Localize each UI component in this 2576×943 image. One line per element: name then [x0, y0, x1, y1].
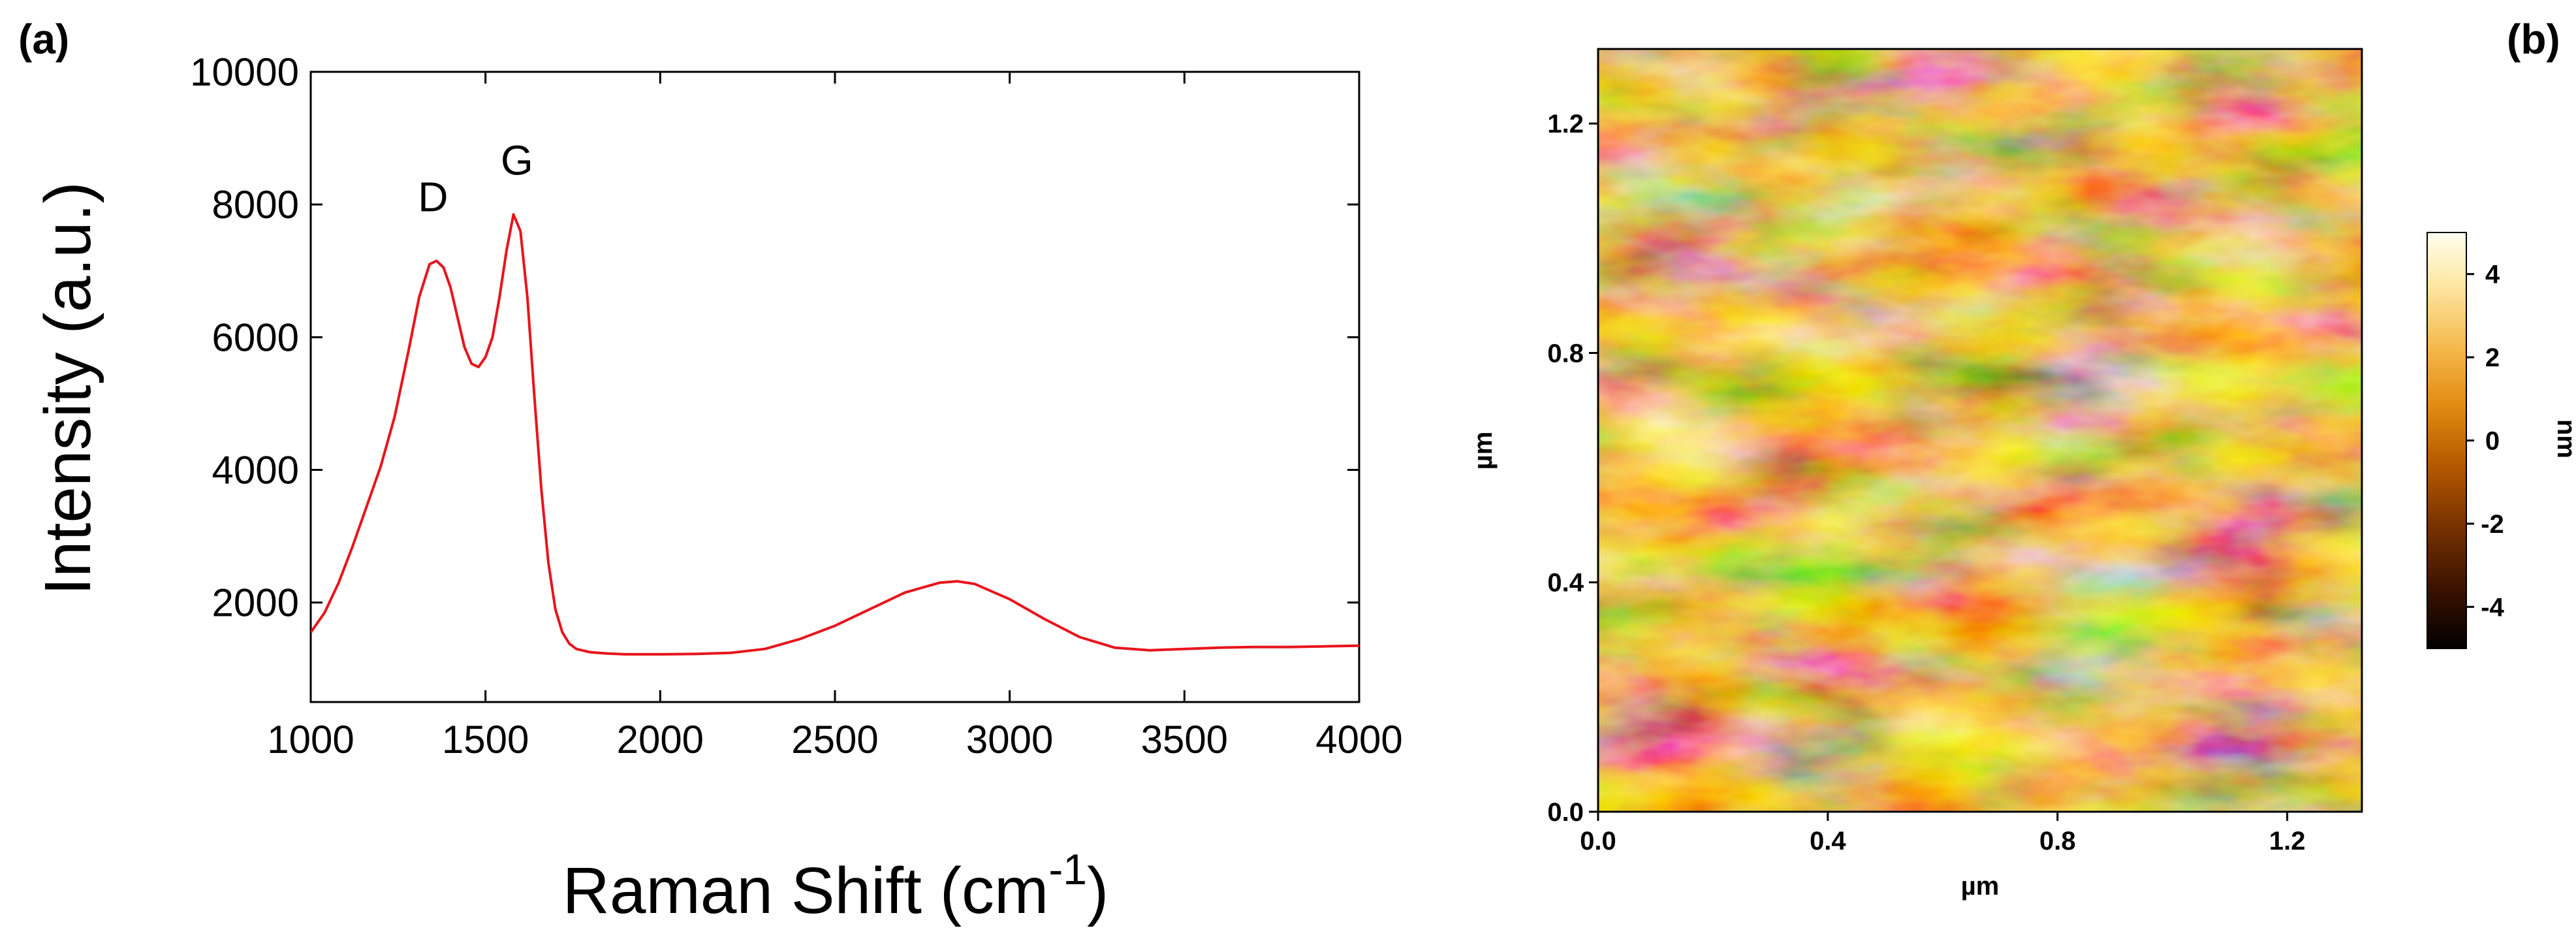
afm-y-tick-label: 0.8	[1547, 339, 1584, 368]
afm-x-tick-label: 0.4	[1810, 827, 1846, 855]
panel-label-a: (a)	[18, 16, 69, 63]
raman-plot-frame	[309, 71, 1360, 703]
afm-y-tick-label: 0.4	[1547, 569, 1584, 598]
afm-panel: (b) 0.0 0.4 0.8 1.2 0.0 0.4 0.8 1.2 µm µm 4 2 0 -2…	[1469, 16, 2576, 901]
afm-height-map	[1598, 49, 2362, 812]
raman-x-tick-label: 2500	[791, 718, 878, 761]
raman-x-tick-label: 1000	[267, 718, 354, 761]
raman-x-label-sup: -1	[1048, 845, 1087, 893]
raman-x-label-close: )	[1087, 854, 1108, 927]
afm-x-axis-label: µm	[1961, 872, 2000, 901]
raman-y-tick-label: 8000	[212, 183, 299, 227]
raman-y-axis-label: Intensity (a.u.)	[31, 182, 104, 596]
afm-map-frame	[1597, 48, 2363, 813]
colorbar-tick-label: 4	[2485, 261, 2500, 289]
colorbar	[2427, 232, 2467, 649]
afm-x-tick-label: 1.2	[2269, 827, 2306, 855]
raman-y-tick-label: 4000	[212, 448, 299, 492]
afm-x-tick-label: 0.8	[2039, 827, 2076, 855]
raman-x-tick-label: 4000	[1315, 718, 1402, 761]
peak-label-g: G	[501, 136, 533, 184]
afm-x-tick-label: 0.0	[1580, 827, 1616, 855]
raman-spectrum-line	[311, 213, 1359, 656]
colorbar-label: nm	[2552, 419, 2576, 458]
panel-label-b: (b)	[2507, 16, 2560, 63]
raman-x-tick-label: 3500	[1141, 718, 1228, 761]
raman-x-label-main: Raman Shift (cm	[563, 854, 1049, 927]
raman-axis-ticks: 1000 1500 2000 2500 3000 3500 4000 2000 4000 6000…	[190, 50, 1403, 761]
raman-x-tick-label: 2000	[617, 718, 704, 761]
raman-x-axis-label: Raman Shift (cm-1)	[563, 845, 1109, 927]
colorbar-ticks: 4 2 0 -2 -4	[2466, 261, 2505, 622]
afm-y-axis-label: µm	[1469, 432, 1498, 470]
afm-y-tick-label: 1.2	[1547, 110, 1584, 138]
afm-axis-ticks: 0.0 0.4 0.8 1.2 0.0 0.4 0.8 1.2	[1547, 110, 2305, 855]
peak-label-d: D	[418, 173, 448, 220]
colorbar-tick-label: 0	[2485, 427, 2500, 456]
raman-y-tick-label: 6000	[212, 315, 299, 359]
raman-y-tick-label: 10000	[190, 50, 299, 94]
colorbar-tick-label: -2	[2481, 510, 2504, 539]
raman-y-tick-label: 2000	[212, 581, 299, 625]
raman-x-tick-label: 1500	[442, 718, 529, 761]
raman-panel: (a) 1000 1500 2000 2500 3000 3500 4000 2000 4000…	[18, 16, 1403, 927]
colorbar-tick-label: 2	[2485, 344, 2500, 372]
afm-y-tick-label: 0.0	[1547, 798, 1584, 827]
raman-x-tick-label: 3000	[966, 718, 1053, 761]
colorbar-tick-label: -4	[2481, 593, 2504, 622]
